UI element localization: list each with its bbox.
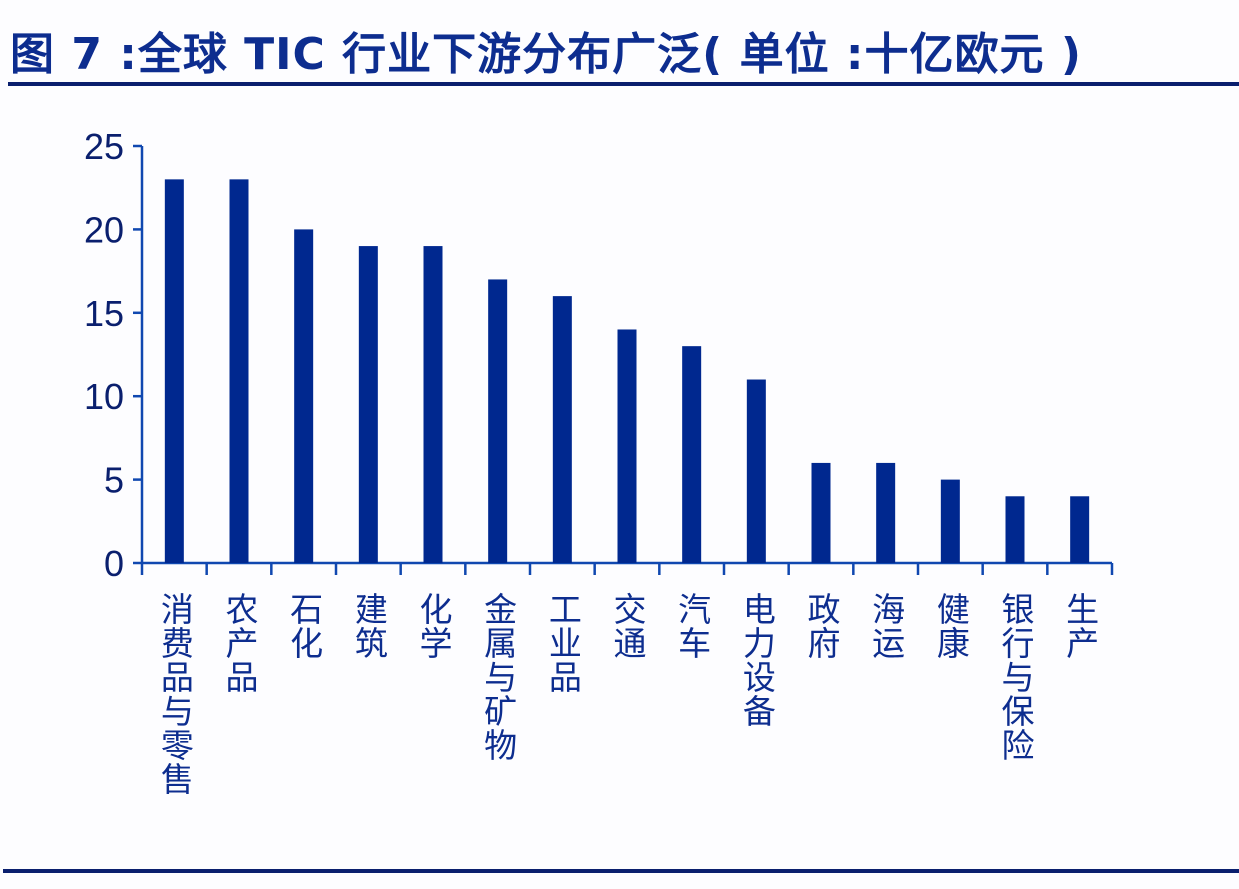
y-tick-label: 20 — [84, 209, 124, 250]
bar — [682, 346, 702, 563]
bar — [876, 462, 896, 563]
x-tick-label: 汽车 — [672, 592, 712, 660]
bar — [1005, 496, 1025, 563]
bottom-divider — [3, 869, 1239, 873]
bar — [940, 479, 960, 563]
y-tick-label: 25 — [84, 126, 124, 167]
bar — [229, 179, 249, 564]
x-tick-label: 政府 — [802, 592, 841, 660]
bar — [1070, 496, 1090, 563]
x-tick-label: 化学 — [414, 592, 453, 660]
y-tick-label: 10 — [84, 376, 124, 417]
bar — [552, 296, 572, 563]
bar — [164, 179, 184, 564]
x-tick-label: 石化 — [284, 592, 324, 660]
y-tick-label: 0 — [104, 543, 124, 584]
y-tick-label: 15 — [84, 293, 124, 334]
x-tick-label: 消费品与零售 — [155, 592, 195, 796]
x-tick-label: 电力设备 — [737, 592, 777, 728]
bar — [488, 279, 508, 563]
x-tick-label: 建筑 — [349, 592, 389, 660]
x-tick-label: 金属与矿物 — [478, 592, 518, 762]
x-tick-label: 交通 — [608, 592, 647, 660]
bar — [358, 246, 378, 563]
y-tick-label: 5 — [104, 460, 124, 501]
x-tick-label: 工业品 — [543, 592, 583, 694]
bar — [746, 379, 766, 563]
x-tick-label: 生产 — [1060, 592, 1100, 660]
bar — [294, 229, 314, 563]
x-tick-label: 银行与保险 — [996, 592, 1035, 762]
bar — [617, 329, 637, 563]
title-divider — [8, 82, 1239, 86]
bar — [811, 462, 831, 563]
x-tick-label: 海运 — [866, 592, 906, 660]
x-tick-label: 农产品 — [220, 592, 259, 694]
x-tick-label: 健康 — [931, 592, 971, 660]
chart-title: 图 7 :全球 TIC 行业下游分布广泛( 单位 :十亿欧元 ) — [10, 29, 1082, 80]
bar — [423, 246, 443, 563]
